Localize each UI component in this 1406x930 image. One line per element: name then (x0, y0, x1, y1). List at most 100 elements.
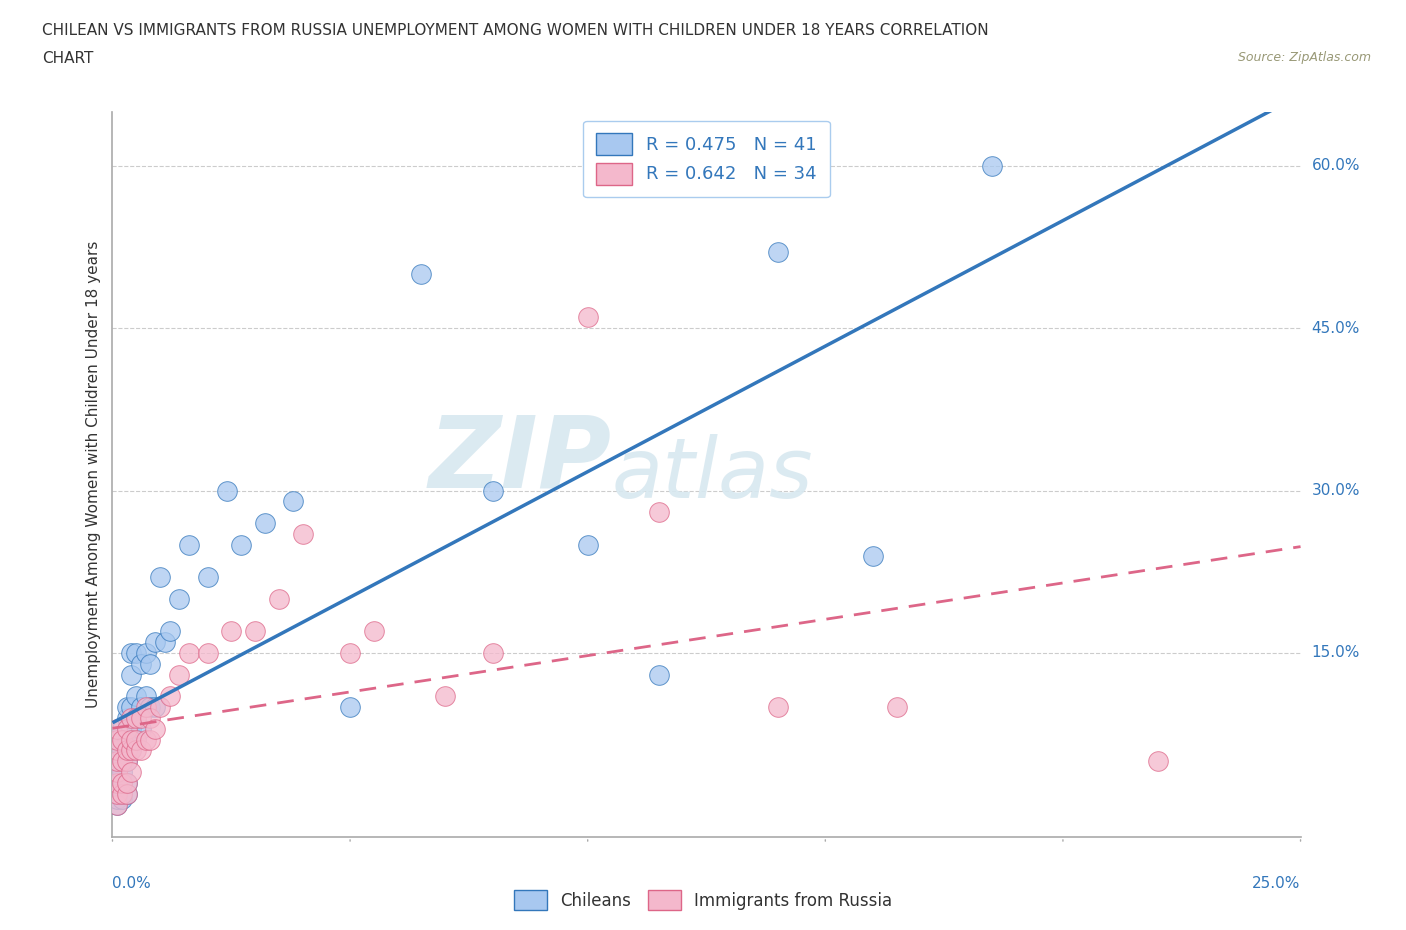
Point (111, 786, 134, 801)
Point (115, 722, 138, 737)
Point (111, 743, 134, 758)
Point (766, 699, 789, 714)
Point (105, 770, 128, 785)
Point (111, 776, 134, 790)
Text: CHILEAN VS IMMIGRANTS FROM RUSSIA UNEMPLOYMENT AMONG WOMEN WITH CHILDREN UNDER 1: CHILEAN VS IMMIGRANTS FROM RUSSIA UNEMPL… (42, 23, 988, 38)
Point (121, 699, 143, 714)
Point (105, 797, 128, 812)
Point (143, 634, 166, 649)
Point (197, 570, 219, 585)
Point (129, 657, 152, 671)
Point (121, 743, 143, 758)
Point (143, 722, 166, 737)
Point (121, 764, 143, 779)
Point (115, 743, 138, 758)
Point (115, 754, 138, 769)
Point (115, 722, 138, 737)
Point (105, 764, 128, 779)
Point (111, 754, 134, 769)
Point (434, 689, 457, 704)
Legend: R = 0.475   N = 41, R = 0.642   N = 34: R = 0.475 N = 41, R = 0.642 N = 34 (583, 121, 830, 197)
Point (153, 634, 176, 649)
Text: atlas: atlas (612, 433, 813, 515)
Point (115, 699, 138, 714)
Point (115, 754, 138, 769)
Point (105, 759, 128, 774)
Point (115, 776, 138, 790)
Point (267, 591, 290, 606)
Point (363, 624, 385, 639)
Point (105, 786, 128, 801)
Point (281, 494, 304, 509)
Point (115, 711, 138, 725)
Point (125, 689, 148, 704)
Point (105, 732, 128, 747)
Legend: Chileans, Immigrants from Russia: Chileans, Immigrants from Russia (506, 884, 900, 917)
Point (139, 657, 162, 671)
Point (576, 538, 599, 552)
Point (253, 515, 276, 530)
Point (177, 538, 200, 552)
Point (125, 711, 148, 725)
Point (105, 754, 128, 769)
Point (219, 624, 243, 639)
Point (111, 732, 134, 747)
Point (886, 699, 908, 714)
Text: CHART: CHART (42, 51, 94, 66)
Point (105, 797, 128, 812)
Point (229, 538, 252, 552)
Point (215, 483, 238, 498)
Point (121, 645, 143, 660)
Point (766, 245, 789, 259)
Point (291, 526, 314, 541)
Point (481, 645, 503, 660)
Point (121, 667, 143, 682)
Point (111, 791, 134, 806)
Point (125, 711, 148, 725)
Point (111, 776, 134, 790)
Point (129, 711, 152, 725)
Text: ZIP: ZIP (429, 411, 612, 509)
Text: 15.0%: 15.0% (1312, 645, 1360, 660)
Point (177, 645, 200, 660)
Point (167, 667, 190, 682)
Point (339, 699, 361, 714)
Point (139, 699, 162, 714)
Point (167, 591, 190, 606)
Point (143, 699, 166, 714)
Y-axis label: Unemployment Among Women with Children Under 18 years: Unemployment Among Women with Children U… (86, 241, 101, 708)
Point (105, 786, 128, 801)
Point (159, 689, 181, 704)
Point (105, 743, 128, 758)
Point (115, 743, 138, 758)
Text: 30.0%: 30.0% (1312, 483, 1360, 498)
Point (135, 689, 157, 704)
Point (125, 732, 148, 747)
Point (105, 722, 128, 737)
Point (125, 645, 148, 660)
Text: 0.0%: 0.0% (112, 876, 152, 891)
Point (105, 791, 128, 806)
Text: 45.0%: 45.0% (1312, 321, 1360, 336)
Point (111, 732, 134, 747)
Point (149, 699, 172, 714)
Point (111, 722, 134, 737)
Point (197, 645, 219, 660)
Point (135, 732, 157, 747)
Point (105, 781, 128, 796)
Point (139, 732, 162, 747)
Point (105, 776, 128, 790)
Point (129, 722, 152, 737)
Point (111, 754, 134, 769)
Point (115, 786, 138, 801)
Point (129, 743, 152, 758)
Point (121, 711, 143, 725)
Point (111, 764, 134, 779)
Point (980, 158, 1002, 173)
Point (139, 711, 162, 725)
Point (105, 776, 128, 790)
Point (481, 483, 503, 498)
Point (243, 624, 266, 639)
Point (411, 267, 433, 282)
Point (149, 570, 172, 585)
